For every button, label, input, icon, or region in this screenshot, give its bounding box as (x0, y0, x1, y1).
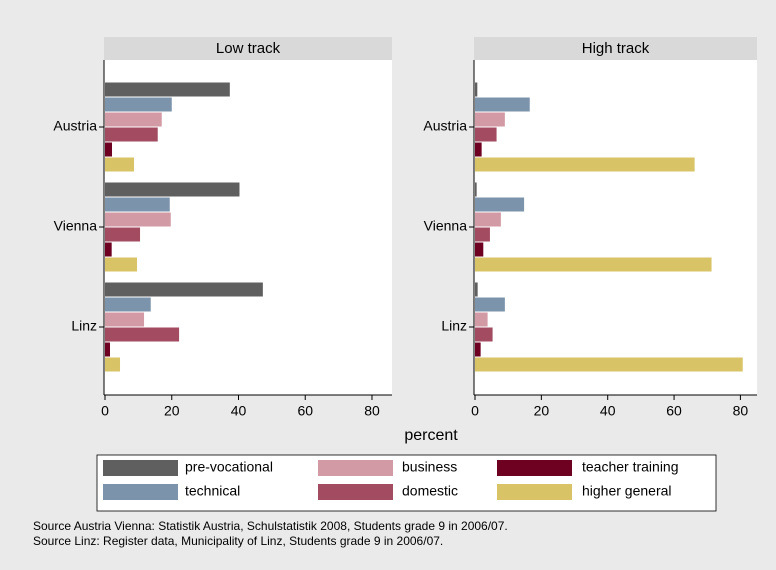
legend-label: domestic (402, 483, 458, 499)
bar (105, 327, 180, 342)
bar (105, 282, 263, 297)
legend-label: teacher training (582, 459, 679, 475)
bar (475, 182, 477, 197)
y-tick-label: Linz (71, 318, 97, 334)
x-tick-label: 40 (231, 403, 247, 419)
bar (475, 157, 695, 172)
bar (105, 342, 111, 357)
bar (475, 82, 478, 97)
panel-header (474, 37, 757, 60)
x-tick-label: 60 (297, 403, 313, 419)
bar (475, 112, 505, 127)
bar (475, 342, 481, 357)
bar (475, 327, 493, 342)
bar (475, 297, 505, 312)
note: Source Linz: Register data, Municipality… (33, 534, 443, 548)
panel-title: High track (582, 40, 650, 57)
bar (105, 127, 158, 142)
bar (475, 197, 525, 212)
bar (105, 212, 171, 227)
bar (105, 142, 113, 157)
x-tick-label: 0 (101, 403, 109, 419)
bar (475, 282, 478, 297)
bar (105, 197, 170, 212)
bar (475, 212, 501, 227)
legend-label: business (402, 459, 457, 475)
bar (105, 242, 112, 257)
bar (475, 227, 490, 242)
bar (105, 227, 141, 242)
legend-swatch (497, 484, 572, 500)
legend-swatch (497, 460, 572, 476)
bar (105, 312, 145, 327)
bar (475, 242, 484, 257)
note: Source Austria Vienna: Statistik Austria… (33, 519, 508, 533)
y-tick-label: Austria (53, 118, 97, 134)
plot-area (474, 60, 757, 395)
bar (105, 182, 240, 197)
x-tick-label: 60 (666, 403, 682, 419)
x-tick-label: 0 (471, 403, 479, 419)
bar (475, 127, 497, 142)
legend-label: technical (185, 483, 240, 499)
y-tick-label: Austria (423, 118, 467, 134)
legend-swatch (103, 484, 178, 500)
bar (475, 257, 712, 272)
bar (475, 97, 530, 112)
x-axis-label: percent (404, 427, 458, 444)
x-tick-label: 20 (164, 403, 180, 419)
legend-swatch (103, 460, 178, 476)
panel-title: Low track (216, 40, 281, 57)
bar (105, 357, 121, 372)
y-tick-label: Vienna (424, 218, 468, 234)
bar (105, 82, 230, 97)
bar (105, 257, 138, 272)
bar (105, 297, 151, 312)
bar (105, 97, 172, 112)
legend-label: pre-vocational (185, 459, 273, 475)
bar (105, 157, 135, 172)
x-tick-label: 40 (600, 403, 616, 419)
x-tick-label: 80 (733, 403, 749, 419)
bar (475, 142, 482, 157)
y-tick-label: Linz (441, 318, 467, 334)
bar (475, 357, 743, 372)
legend (96, 454, 717, 512)
x-tick-label: 20 (534, 403, 550, 419)
legend-swatch (318, 460, 393, 476)
panel-header (104, 37, 392, 60)
x-tick-label: 80 (364, 403, 380, 419)
y-tick-label: Vienna (54, 218, 98, 234)
legend-label: higher general (582, 483, 672, 499)
bar (105, 112, 162, 127)
bar (475, 312, 488, 327)
legend-swatch (318, 484, 393, 500)
